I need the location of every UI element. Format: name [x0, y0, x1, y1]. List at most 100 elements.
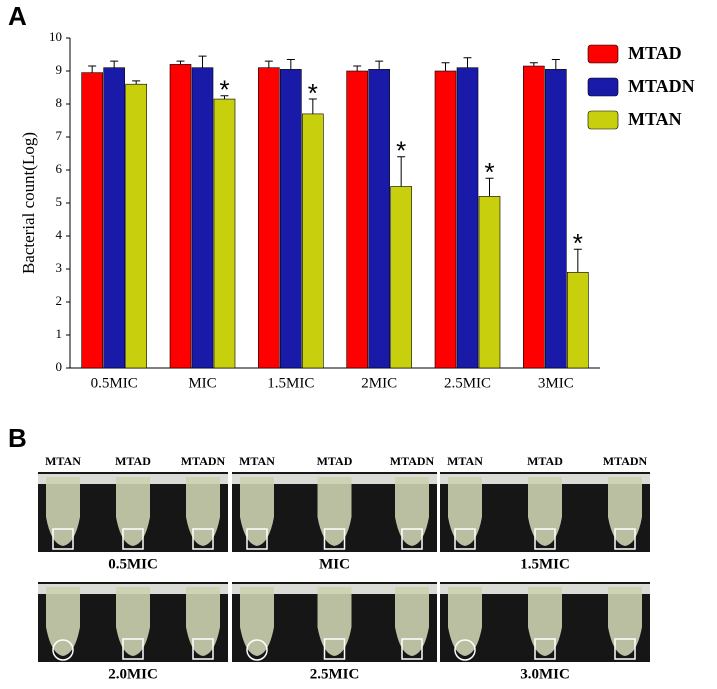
- marker: [614, 528, 636, 550]
- error-bar: [441, 62, 450, 71]
- marker: [454, 528, 476, 550]
- marker: [401, 638, 423, 660]
- tube-label: MTAN: [447, 454, 483, 468]
- marker: [454, 639, 476, 661]
- error-bar: [463, 57, 472, 68]
- y-tick-label: 4: [56, 227, 63, 242]
- bar: [258, 67, 280, 369]
- bar: [390, 186, 412, 369]
- x-tick-label: 0.5MIC: [91, 375, 138, 391]
- bar: [434, 70, 457, 369]
- y-tick-label: 6: [56, 161, 63, 176]
- marker: [534, 638, 556, 660]
- bar: [169, 64, 192, 369]
- error-bar: [286, 58, 295, 70]
- photo-caption: MIC: [319, 556, 350, 572]
- significance-mark: *: [396, 136, 406, 166]
- marker: [246, 639, 268, 661]
- bar: [456, 67, 479, 369]
- panel-label: B: [8, 423, 27, 453]
- photo-caption: 2.0MIC: [108, 666, 158, 682]
- y-axis-label: Bacterial count(Log): [19, 132, 38, 274]
- tube: [46, 587, 80, 656]
- error-bar: [375, 60, 384, 70]
- bar: [213, 98, 236, 369]
- error-bar: [308, 98, 317, 114]
- error-bar: [551, 58, 560, 70]
- legend-swatch: [587, 44, 619, 64]
- significance-mark: *: [219, 75, 229, 105]
- error-bar: [529, 62, 538, 67]
- bar: [567, 271, 589, 369]
- photo-caption: 3.0MIC: [520, 666, 570, 682]
- tube-label: MTAD: [317, 454, 353, 468]
- tube-label: MTADN: [603, 454, 648, 468]
- legend-label: MTAD: [628, 43, 682, 63]
- bar: [478, 196, 501, 369]
- marker: [52, 528, 74, 550]
- error-bar: [198, 55, 207, 68]
- marker: [192, 528, 214, 550]
- error-bar: [485, 177, 494, 197]
- marker: [122, 528, 144, 550]
- significance-mark: *: [308, 78, 318, 108]
- bar: [302, 113, 324, 369]
- tube-label: MTAD: [527, 454, 563, 468]
- photo-caption: 0.5MIC: [108, 556, 158, 572]
- tube: [448, 587, 482, 656]
- y-tick-label: 9: [56, 62, 63, 77]
- error-bar: [88, 65, 97, 73]
- x-tick-label: 2.5MIC: [444, 375, 491, 391]
- x-tick-label: 1.5MIC: [267, 375, 314, 391]
- error-bar: [132, 80, 141, 85]
- tube-label: MTAD: [115, 454, 151, 468]
- error-bar: [573, 248, 582, 273]
- marker: [614, 638, 636, 660]
- legend-label: MTADN: [628, 76, 695, 96]
- bar: [346, 70, 368, 369]
- tube-label: MTAN: [239, 454, 275, 468]
- y-tick-label: 5: [56, 194, 63, 209]
- x-tick-label: MIC: [188, 375, 216, 391]
- error-bar: [353, 65, 362, 71]
- marker: [52, 639, 74, 661]
- legend-label: MTAN: [628, 109, 682, 129]
- y-tick-label: 0: [56, 359, 63, 374]
- marker: [323, 638, 346, 660]
- bar: [368, 69, 390, 369]
- photo-caption: 2.5MIC: [310, 666, 360, 682]
- marker: [122, 638, 144, 660]
- y-tick-label: 10: [49, 29, 62, 44]
- error-bar: [264, 60, 273, 68]
- y-tick-label: 2: [56, 293, 63, 308]
- bar: [545, 69, 567, 369]
- bar: [81, 72, 103, 369]
- marker: [192, 638, 214, 660]
- error-bar: [176, 60, 185, 65]
- y-tick-label: 1: [56, 326, 63, 341]
- x-tick-label: 2MIC: [361, 375, 397, 391]
- legend-swatch: [587, 110, 619, 130]
- x-tick-label: 3MIC: [538, 375, 574, 391]
- tube-label: MTADN: [181, 454, 226, 468]
- bar: [125, 83, 147, 369]
- y-tick-label: 8: [56, 95, 63, 110]
- y-tick-label: 3: [56, 260, 63, 275]
- marker: [246, 528, 268, 550]
- significance-mark: *: [484, 157, 494, 187]
- significance-mark: *: [573, 228, 583, 258]
- error-bar: [110, 60, 119, 68]
- error-bar: [220, 95, 229, 100]
- tube-label: MTADN: [390, 454, 435, 468]
- bar: [103, 67, 125, 369]
- marker: [323, 528, 346, 550]
- error-bar: [397, 156, 406, 187]
- legend-swatch: [587, 77, 619, 97]
- bar: [523, 65, 545, 369]
- bar: [191, 67, 214, 369]
- marker: [534, 528, 556, 550]
- y-tick-label: 7: [56, 128, 63, 143]
- panel-label: A: [8, 1, 27, 31]
- tube-label: MTAN: [45, 454, 81, 468]
